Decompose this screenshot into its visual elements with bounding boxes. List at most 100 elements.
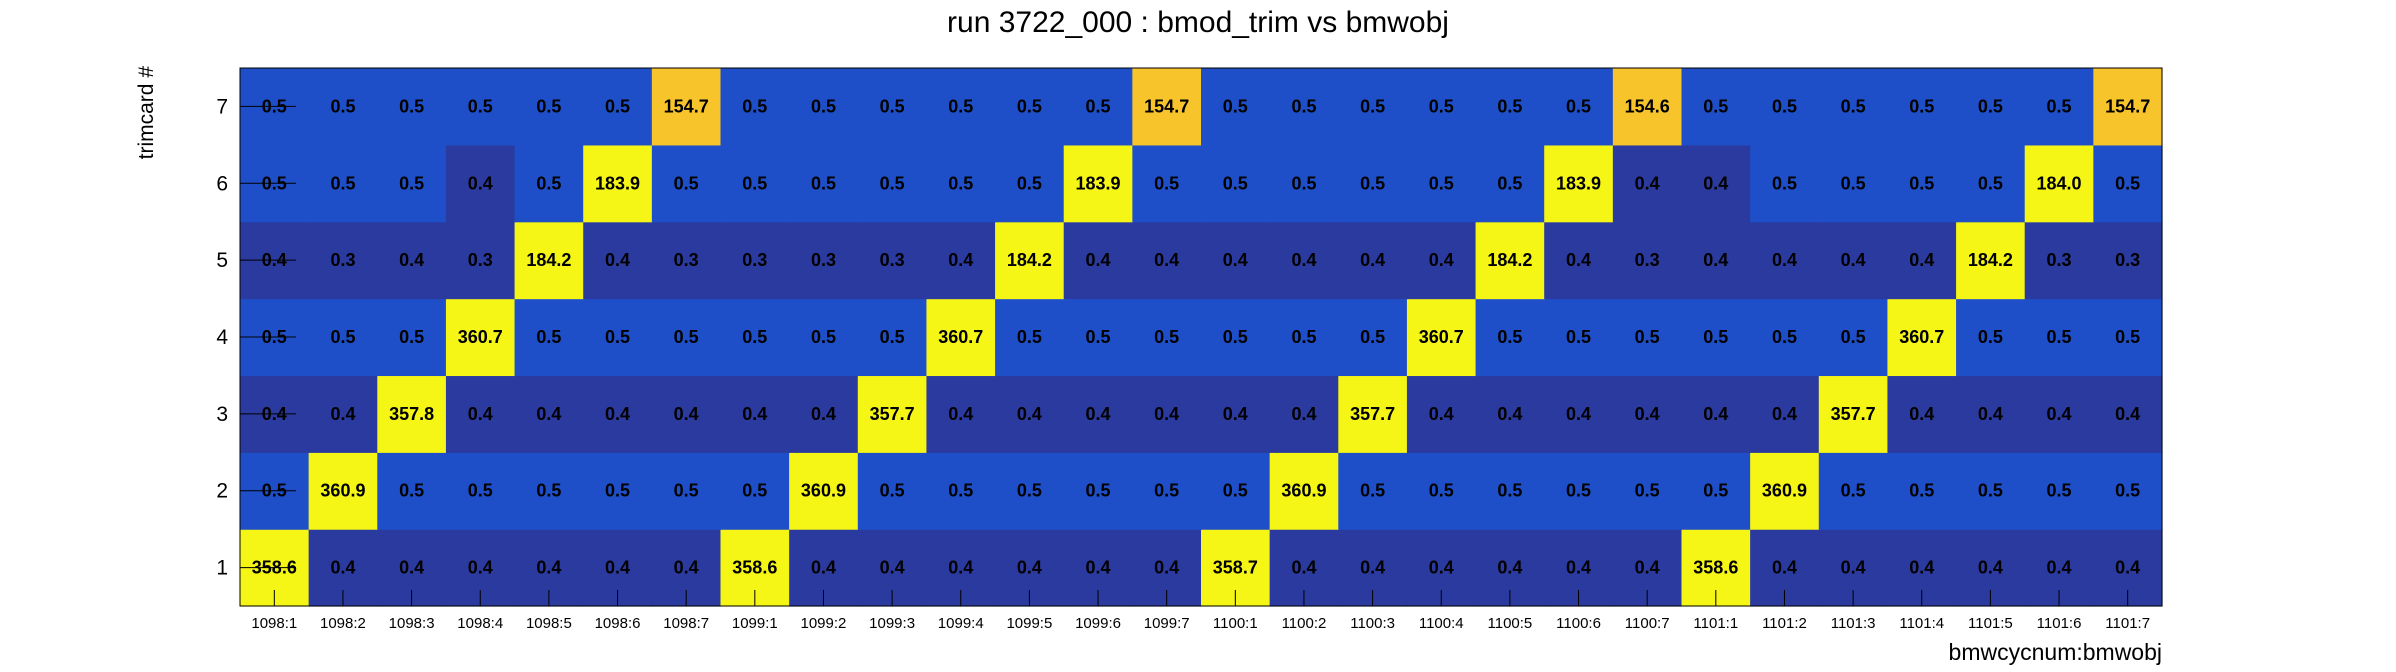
cell-value-label: 0.5 — [1017, 481, 1042, 501]
heatmap-cell — [1612, 68, 1683, 146]
heatmap-cell — [445, 144, 516, 223]
cell-value-label: 0.5 — [1291, 96, 1316, 116]
cell-value-label: 0.5 — [1909, 96, 1934, 116]
x-tick-label: 1099:5 — [1006, 615, 1052, 632]
cell-value-label: 0.4 — [605, 404, 630, 424]
cell-value-label: 0.3 — [2115, 250, 2140, 270]
cell-value-label: 0.4 — [1566, 404, 1591, 424]
cell-value-label: 0.5 — [811, 96, 836, 116]
cell-value-label: 0.5 — [2047, 327, 2072, 347]
cell-value-label: 0.4 — [2047, 558, 2072, 578]
heatmap-cell — [1201, 375, 1271, 453]
heatmap-cell — [2024, 221, 2094, 300]
heatmap-cell — [308, 221, 378, 300]
cell-value-label: 0.4 — [468, 173, 493, 193]
heatmap-cell — [1818, 375, 1889, 453]
cell-value-label: 0.4 — [1703, 173, 1728, 193]
x-tick-label: 1101:3 — [1831, 615, 1876, 632]
cell-value-label: 360.9 — [801, 481, 846, 501]
heatmap-cell — [789, 144, 859, 223]
heatmap-cell — [1406, 375, 1477, 453]
x-tick-label: 1101:5 — [1968, 615, 2013, 632]
cell-value-label: 0.4 — [468, 558, 493, 578]
cell-value-label: 0.5 — [1772, 96, 1797, 116]
heatmap-cell — [2024, 375, 2094, 453]
heatmap-cell — [308, 144, 378, 223]
x-tick-label: 1100:3 — [1350, 615, 1395, 632]
heatmap-cell — [583, 298, 653, 377]
heatmap-cell — [1681, 452, 1751, 530]
heatmap-cell — [1063, 68, 1133, 146]
heatmap-cell — [926, 221, 996, 300]
cell-value-label: 0.5 — [399, 96, 424, 116]
heatmap-cell — [1956, 144, 2026, 223]
cell-value-label: 0.5 — [1497, 327, 1522, 347]
cell-value-label: 360.7 — [1899, 327, 1944, 347]
cell-value-label: 0.5 — [674, 173, 699, 193]
cell-value-label: 0.4 — [1429, 250, 1454, 270]
heatmap-cell — [1887, 452, 1957, 530]
heatmap-cell — [1544, 221, 1614, 300]
cell-value-label: 0.4 — [1429, 558, 1454, 578]
cell-value-label: 357.7 — [1831, 404, 1876, 424]
cell-value-label: 0.5 — [1566, 327, 1591, 347]
heatmap-cell — [1269, 144, 1339, 223]
heatmap-cell — [720, 144, 790, 223]
heatmap-cell — [926, 68, 996, 146]
heatmap-cells — [240, 68, 2163, 607]
cell-value-label: 183.9 — [1556, 173, 1601, 193]
heatmap-cell — [1956, 452, 2026, 530]
y-tick-label: 1 — [216, 557, 228, 580]
y-tick-label: 7 — [216, 95, 228, 118]
heatmap-cell — [2024, 144, 2094, 223]
heatmap-cell — [1475, 375, 1545, 453]
cell-value-label: 0.5 — [811, 327, 836, 347]
cell-value-label: 0.4 — [1635, 173, 1660, 193]
heatmap-cell — [377, 452, 447, 530]
cell-value-label: 0.5 — [2115, 327, 2140, 347]
heatmap-cell — [2024, 452, 2094, 530]
cell-value-label: 0.5 — [1635, 327, 1660, 347]
cell-value-label: 0.5 — [1497, 481, 1522, 501]
x-tick-label: 1099:2 — [801, 615, 847, 632]
x-tick-label: 1100:4 — [1419, 615, 1464, 632]
cell-value-label: 358.6 — [732, 558, 777, 578]
heatmap-cell — [1956, 68, 2026, 146]
cell-value-label: 0.5 — [1635, 481, 1660, 501]
heatmap-cell — [308, 298, 378, 377]
x-tick-label: 1100:5 — [1488, 615, 1533, 632]
cell-value-label: 0.5 — [1086, 481, 1111, 501]
heatmap-cell — [651, 375, 722, 453]
heatmap-cell — [720, 68, 790, 146]
heatmap-cell — [1406, 144, 1477, 223]
heatmap-cell — [2093, 68, 2163, 146]
cell-value-label: 0.5 — [1703, 481, 1728, 501]
cell-value-label: 0.4 — [1909, 250, 1934, 270]
cell-value-label: 184.2 — [1968, 250, 2013, 270]
x-tick-label: 1099:6 — [1075, 615, 1121, 632]
cell-value-label: 0.5 — [2115, 481, 2140, 501]
cell-value-label: 0.5 — [1223, 481, 1248, 501]
x-tick-label: 1100:1 — [1213, 615, 1258, 632]
cell-value-label: 0.4 — [536, 558, 561, 578]
heatmap-cell — [1475, 68, 1545, 146]
cell-value-label: 360.7 — [458, 327, 503, 347]
heatmap-cell — [1201, 221, 1271, 300]
heatmap-cell — [995, 375, 1065, 453]
cell-value-label: 0.5 — [948, 481, 973, 501]
cell-value-label: 0.5 — [1154, 327, 1179, 347]
heatmap-cell — [1201, 144, 1271, 223]
heatmap-cell — [1681, 298, 1751, 377]
heatmap-cell — [1750, 375, 1820, 453]
cell-value-label: 0.5 — [948, 173, 973, 193]
cell-value-label: 0.3 — [330, 250, 355, 270]
cell-value-label: 0.5 — [742, 481, 767, 501]
cell-value-label: 0.5 — [1291, 173, 1316, 193]
cell-value-label: 0.5 — [1017, 96, 1042, 116]
cell-value-label: 0.5 — [605, 327, 630, 347]
heatmap-cell — [1818, 298, 1889, 377]
cell-value-label: 0.5 — [1978, 96, 2003, 116]
cell-value-label: 0.4 — [1154, 558, 1179, 578]
cell-value-label: 0.4 — [1909, 404, 1934, 424]
